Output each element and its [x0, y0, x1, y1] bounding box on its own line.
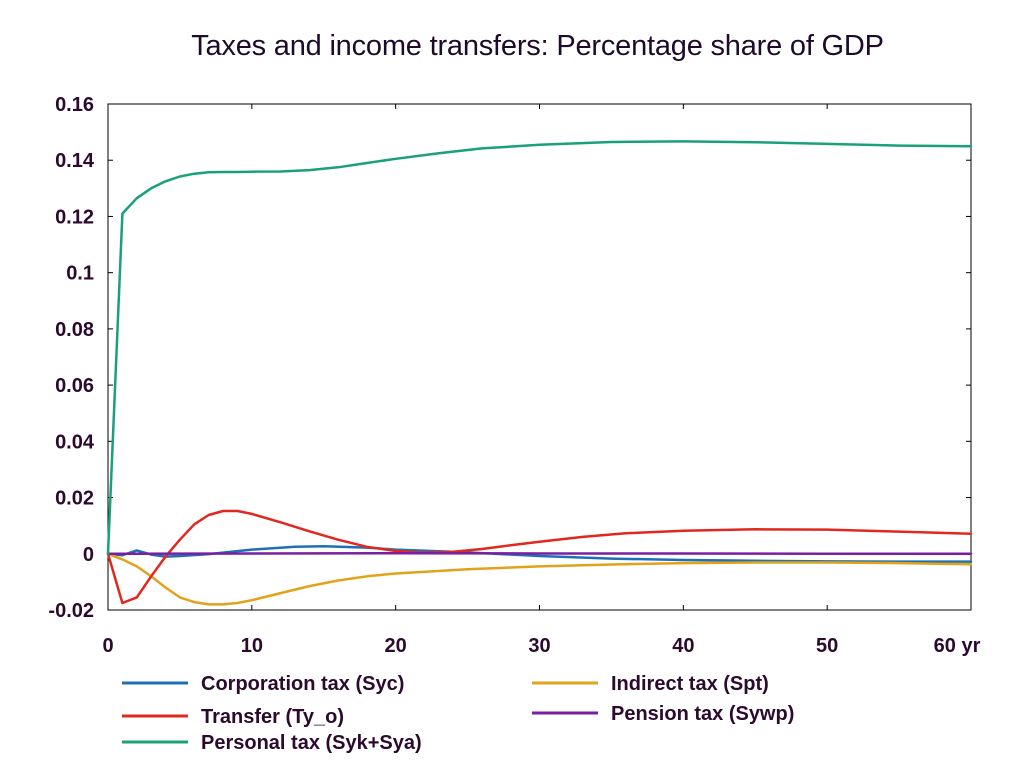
- axes: [107, 103, 972, 611]
- y-tick-label: 0: [83, 544, 94, 566]
- legend-label: Transfer (Ty_o): [201, 706, 344, 728]
- series-line-pension-tax-sywp: [106, 551, 973, 556]
- y-tick-label: 0.12: [55, 206, 94, 228]
- y-tick-label: 0.1: [66, 263, 94, 285]
- series-line-personal-tax-syk-sya: [106, 140, 973, 556]
- plot-frame: [107, 103, 972, 611]
- y-tick-label: 0.06: [55, 375, 94, 397]
- legend-label: Corporation tax (Syc): [201, 673, 404, 695]
- tick-labels: -0.02 0 0.02 0.04 0.06 0.08 0.1 0.12 0.14 0.16 0 10…: [48, 94, 980, 657]
- x-tick-label: 0: [102, 635, 113, 657]
- series-line-transfer-ty-o: [106, 509, 973, 605]
- legend-label: Indirect tax (Spt): [611, 673, 769, 695]
- series-lines: [106, 140, 973, 606]
- y-tick-label: 0.14: [55, 150, 95, 172]
- legend-label: Personal tax (Syk+Sya): [201, 732, 422, 754]
- x-tick-label: 10: [241, 635, 263, 657]
- y-tick-label: 0.02: [55, 488, 94, 510]
- y-tick-label: 0.08: [55, 319, 94, 341]
- x-tick-label: 40: [672, 635, 694, 657]
- legend: Corporation tax (Syc) Transfer (Ty_o) Pers…: [122, 673, 794, 754]
- chart-title: Taxes and income transfers: Percentage s…: [191, 30, 884, 62]
- x-tick-label: 30: [528, 635, 550, 657]
- y-tick-label: -0.02: [48, 600, 94, 622]
- series-line-indirect-tax-spt: [106, 552, 973, 606]
- x-tick-label: 50: [816, 635, 838, 657]
- y-tick-label: 0.04: [55, 431, 95, 453]
- x-tick-label: 20: [385, 635, 407, 657]
- legend-label: Pension tax (Sywp): [611, 703, 794, 725]
- y-tick-label: 0.16: [55, 94, 94, 116]
- x-tick-label: 60 yr: [934, 635, 981, 657]
